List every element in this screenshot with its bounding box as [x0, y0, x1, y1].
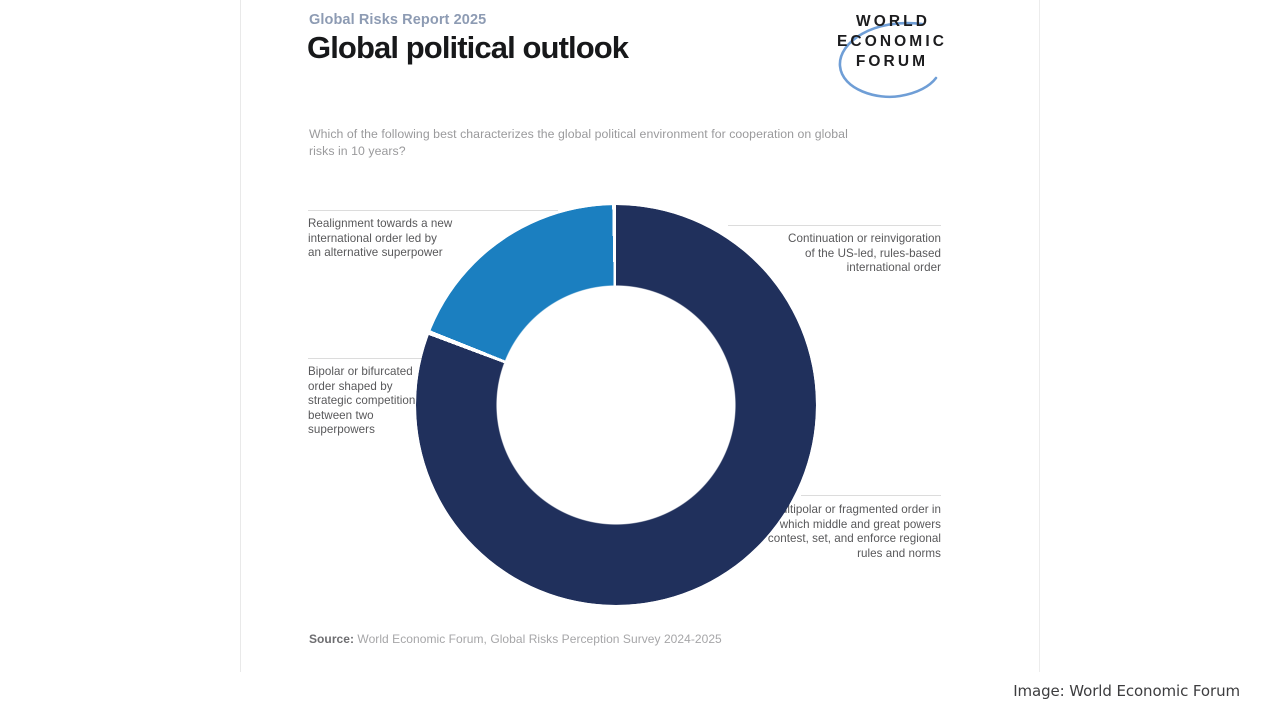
- slice-label-19: 19%: [739, 245, 782, 268]
- figure-card: Global Risks Report 2025 Global politica…: [240, 0, 1040, 672]
- callout-continuation: Continuation or reinvigoration of the US…: [788, 232, 941, 275]
- leader-line-top-right: [728, 225, 941, 226]
- slice-label-64: 64%: [658, 407, 701, 430]
- leader-line-top-left: [308, 210, 558, 211]
- wef-logo-line-1: WORLD: [855, 13, 931, 30]
- wef-logo-line-3: FORUM: [855, 53, 929, 70]
- callout-multipolar: Multipolar or fragmented order in which …: [767, 503, 941, 560]
- callout-realignment: Realignment towards a new international …: [308, 217, 453, 260]
- source-label: Source:: [309, 632, 355, 646]
- slice-label-9: 9%: [838, 207, 869, 230]
- slice-label-8: 8%: [923, 238, 954, 261]
- wef-logo-line-2: ECONOMIC: [836, 33, 948, 50]
- callout-bipolar: Bipolar or bifurcated order shaped by st…: [308, 365, 416, 437]
- survey-question: Which of the following best characterize…: [309, 127, 848, 158]
- page-title: Global political outlook: [307, 30, 629, 65]
- leader-line-mid-left: [308, 358, 428, 359]
- wef-swoosh-icon: [838, 21, 938, 99]
- source-note: Source: World Economic Forum, Global Ris…: [309, 632, 722, 646]
- source-text: World Economic Forum, Global Risks Perce…: [354, 632, 722, 646]
- report-eyebrow: Global Risks Report 2025: [309, 12, 487, 28]
- leader-line-bottom-right: [801, 495, 941, 496]
- donut-ring[interactable]: [416, 205, 816, 605]
- wef-logo: WORLD ECONOMIC FORUM: [796, 12, 986, 102]
- image-credit: Image: World Economic Forum: [1013, 682, 1240, 700]
